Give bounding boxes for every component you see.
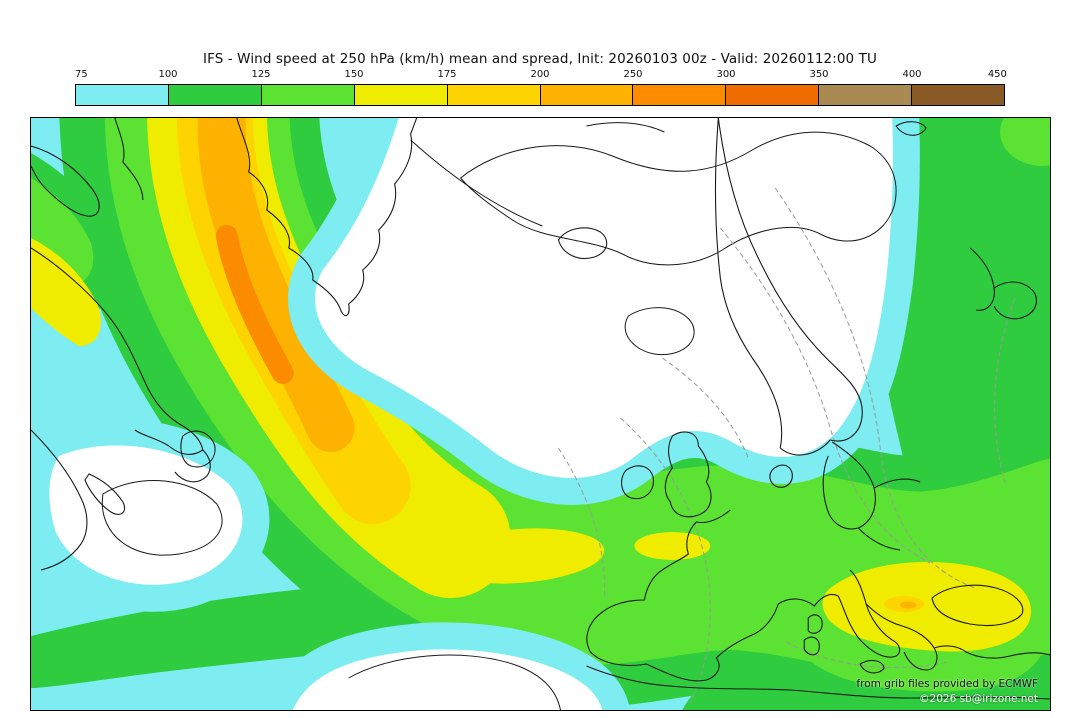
isotach-contour — [348, 654, 561, 710]
spread-contour — [719, 227, 931, 564]
coastline-nova-scotia — [84, 473, 126, 515]
colorbar-tick: 150 — [344, 69, 364, 80]
coastline-scandinavia — [714, 118, 863, 456]
low-wind-arctic — [288, 118, 920, 505]
colorbar-segment — [819, 85, 913, 105]
colorbar-segment — [540, 85, 634, 105]
colorbar-segment — [447, 85, 541, 105]
isotach-contour — [586, 122, 665, 133]
field-lightgreen-northeast-corner — [1000, 118, 1050, 166]
coastline-west-europe — [586, 509, 901, 682]
coastline-kola — [993, 281, 1037, 320]
isotach-contour — [624, 307, 695, 356]
page-title: IFS - Wind speed at 250 hPa (km/h) mean … — [203, 51, 877, 67]
colorbar-tick: 350 — [809, 69, 829, 80]
credits-copyright: ©2026 sb@irizone.net — [919, 693, 1038, 705]
field-orange-jet — [197, 118, 355, 452]
isotach-contour — [410, 139, 543, 227]
credits-source: from grib files provided by ECMWF — [856, 678, 1038, 690]
field-orange-blacksea-dot — [900, 601, 917, 609]
spread-contour — [786, 641, 949, 668]
spread-contour — [774, 187, 976, 589]
coastline-svalbard — [895, 121, 927, 136]
colorbar-segment — [76, 85, 169, 105]
coastline-ireland — [621, 465, 654, 500]
coastline-iceland — [557, 227, 608, 259]
coastline-great-britain — [664, 431, 712, 518]
coastline-us-east — [31, 429, 88, 571]
spread-contour — [558, 447, 606, 599]
spread-contours — [558, 187, 1016, 704]
colorbar-segment — [354, 85, 448, 105]
colorbar-segment — [261, 85, 355, 105]
coastline-turkey — [933, 645, 1050, 659]
coastline-baffin — [31, 145, 100, 217]
isotach-contour — [101, 480, 223, 556]
coastline-corsica — [807, 614, 823, 634]
field-jet-core — [215, 225, 294, 384]
coastline-gulf-st-lawrence — [174, 449, 211, 483]
colorbar-segment — [168, 85, 262, 105]
isotach-contours — [101, 122, 897, 710]
low-wind-west-atlantic — [31, 418, 270, 612]
colorbar — [75, 84, 1005, 106]
coastline-north-africa — [586, 665, 1050, 700]
coastline-baltic-east — [873, 478, 921, 489]
coastline-denmark — [769, 464, 793, 488]
field-yellow-france — [634, 532, 711, 560]
coastline-labrador — [31, 247, 204, 455]
colorbar-segment — [726, 85, 820, 105]
coastline-newfoundland — [180, 430, 216, 468]
colorbar-tick: 450 — [987, 69, 1007, 80]
colorbar-tick: 100 — [158, 69, 178, 80]
coastline-sardinia — [803, 636, 820, 656]
colorbar-tick: 175 — [437, 69, 457, 80]
spread-contour — [620, 417, 711, 704]
weather-map: from grib files provided by ECMWF ©2026 … — [30, 117, 1051, 711]
spread-contour — [662, 357, 749, 459]
coastline-greenland — [236, 118, 418, 317]
colorbar-tick: 250 — [623, 69, 643, 80]
colorbar-tick: 400 — [902, 69, 922, 80]
field-green-southwest — [31, 583, 499, 688]
coastline-baltic-east — [857, 527, 901, 551]
colorbar-tick: 300 — [716, 69, 736, 80]
colorbar-tick: 200 — [530, 69, 550, 80]
low-wind-subtropics — [265, 622, 630, 710]
colorbar-tick: 125 — [251, 69, 271, 80]
field-yellow-left-edge — [31, 238, 101, 346]
colorbar-segment — [633, 85, 727, 105]
coastlines — [31, 118, 1050, 700]
coastline-black-sea — [931, 584, 1024, 627]
coastline-baffin — [114, 118, 144, 201]
isotach-contour — [459, 131, 897, 266]
coastline-sicily — [859, 659, 885, 674]
colorbar-tick-labels: 75 100 125 150 175 200 250 300 350 400 450 — [75, 69, 1007, 82]
field-yellow-midatlantic — [432, 528, 605, 584]
colorbar-segment — [912, 85, 1005, 105]
field-yellow-blacksea — [822, 561, 1032, 652]
colorbar-tick: 75 — [75, 69, 88, 80]
wind-field-svg — [31, 118, 1050, 710]
